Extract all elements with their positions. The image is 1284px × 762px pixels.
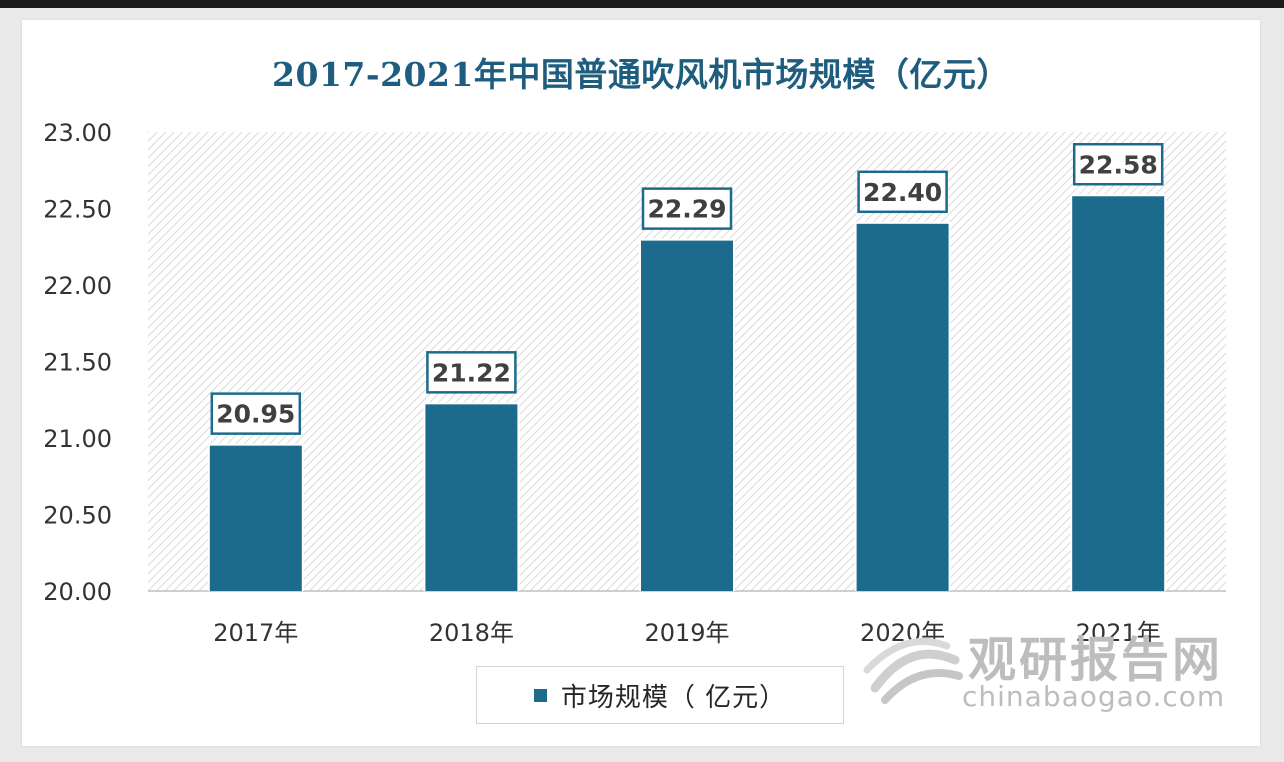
- y-tick-label: 21.50: [43, 349, 112, 377]
- data-label-box: [641, 187, 733, 230]
- y-tick-label: 20.00: [43, 578, 112, 606]
- y-tick-label: 22.00: [43, 272, 112, 300]
- x-tick-label: 2017年: [213, 619, 298, 647]
- bar: [641, 240, 733, 591]
- bar: [856, 223, 949, 592]
- watermark-site: chinabaogao.com: [962, 680, 1226, 713]
- y-tick-label: 20.50: [43, 502, 112, 530]
- chart-title: 2017-2021年中国普通吹风机市场规模（亿元）: [272, 55, 1010, 94]
- data-label: 22.40: [863, 178, 942, 207]
- data-label: 22.29: [647, 195, 726, 224]
- legend: 市场规模（ 亿元）: [476, 666, 844, 724]
- bar: [425, 404, 518, 591]
- x-tick-label: 2019年: [644, 619, 729, 647]
- bar: [209, 445, 302, 591]
- y-tick-label: 21.00: [43, 425, 112, 453]
- data-label-box: [210, 392, 302, 435]
- data-label: 21.22: [432, 358, 511, 387]
- watermark-logo-icon: [863, 637, 963, 704]
- x-tick-label: 2018年: [429, 619, 514, 647]
- data-label: 20.95: [216, 400, 295, 429]
- bar: [1072, 196, 1165, 591]
- x-tick-label: 2021年: [1076, 619, 1161, 647]
- y-tick-label: 22.50: [43, 196, 112, 224]
- y-tick-label: 23.00: [43, 119, 112, 147]
- top-bar: [0, 0, 1284, 8]
- legend-swatch: [533, 688, 547, 702]
- data-label-box: [1072, 143, 1164, 186]
- legend-label: 市场规模（ 亿元）: [560, 682, 787, 713]
- data-label-box: [857, 170, 948, 214]
- watermark-brand: 观研报告网: [968, 632, 1224, 688]
- data-label: 22.58: [1079, 150, 1158, 179]
- data-label-box: [426, 351, 517, 394]
